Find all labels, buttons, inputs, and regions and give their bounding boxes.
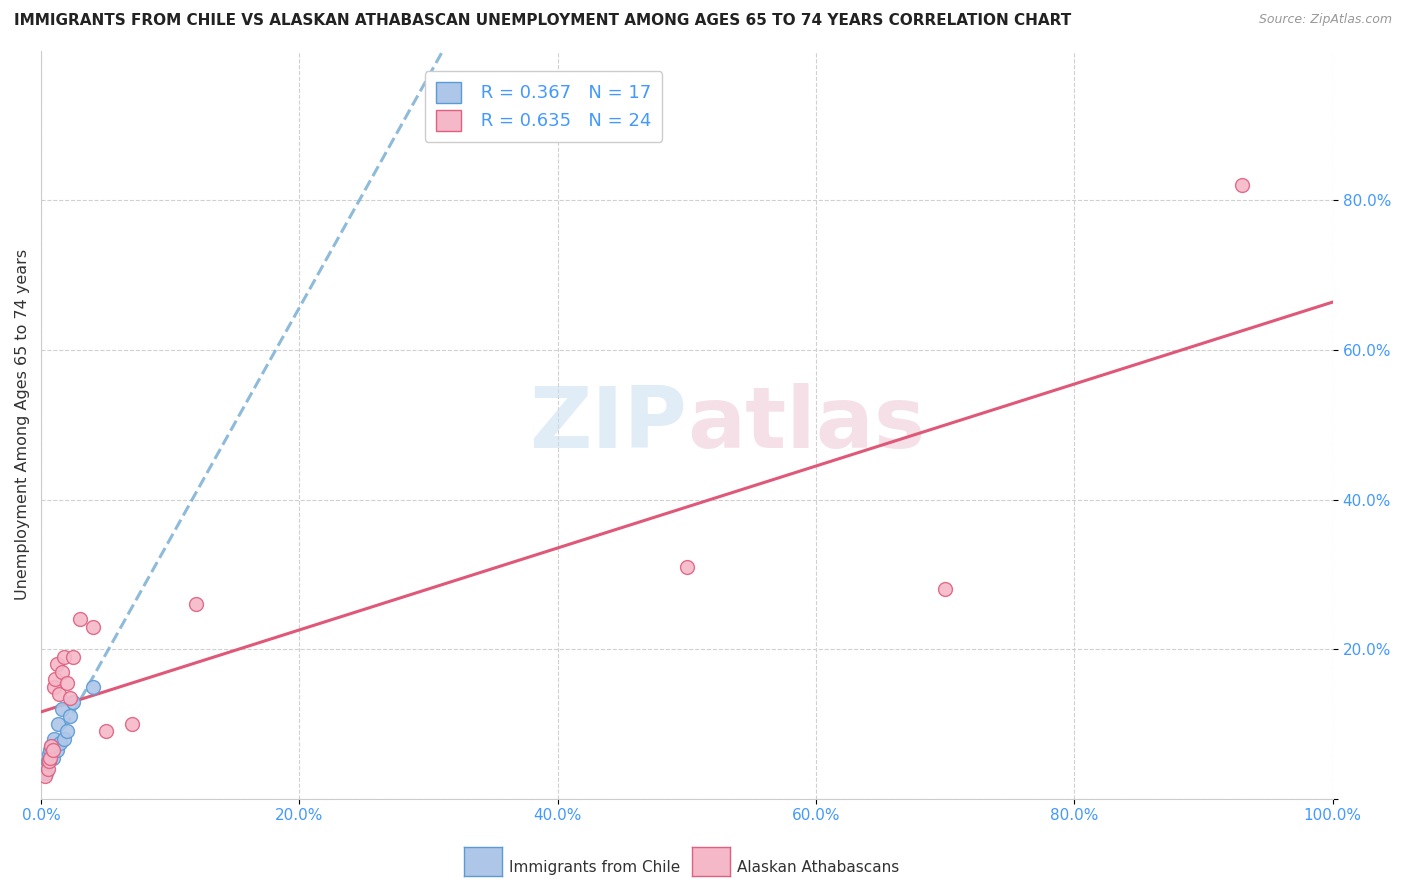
Point: [53, 649, 76, 664]
Point: [44, 672, 66, 686]
Point: [184, 597, 207, 611]
Point: [46, 717, 69, 731]
Point: [676, 559, 699, 574]
Point: [62, 649, 84, 664]
Point: [42, 680, 65, 694]
Point: [82, 680, 104, 694]
Point: [49, 736, 72, 750]
Y-axis label: Unemployment Among Ages 65 to 74 years: Unemployment Among Ages 65 to 74 years: [15, 249, 30, 600]
Point: [41, 739, 63, 754]
Point: [56, 675, 79, 690]
Point: [45, 657, 67, 672]
Point: [53, 731, 76, 746]
Point: [38, 747, 60, 761]
Point: [58, 709, 80, 723]
Point: [41, 739, 63, 754]
Point: [39, 743, 62, 757]
Text: IMMIGRANTS FROM CHILE VS ALASKAN ATHABASCAN UNEMPLOYMENT AMONG AGES 65 TO 74 YEA: IMMIGRANTS FROM CHILE VS ALASKAN ATHABAS…: [14, 13, 1071, 29]
Point: [51, 665, 73, 679]
Point: [934, 582, 956, 597]
Point: [121, 717, 143, 731]
Point: [45, 743, 67, 757]
Point: [48, 687, 70, 701]
Legend:  R = 0.367   N = 17,  R = 0.635   N = 24: R = 0.367 N = 17, R = 0.635 N = 24: [425, 71, 662, 142]
Text: Source: ZipAtlas.com: Source: ZipAtlas.com: [1258, 13, 1392, 27]
Point: [42, 743, 65, 757]
Point: [42, 750, 65, 764]
Point: [35, 765, 58, 780]
Point: [58, 690, 80, 705]
Text: Alaskan Athabascans: Alaskan Athabascans: [737, 861, 898, 875]
Point: [38, 755, 60, 769]
Point: [37, 762, 59, 776]
Text: atlas: atlas: [688, 384, 925, 467]
Text: ZIP: ZIP: [529, 384, 688, 467]
Point: [51, 702, 73, 716]
Point: [39, 750, 62, 764]
Point: [62, 694, 84, 708]
Point: [69, 612, 91, 626]
Point: [42, 731, 65, 746]
Point: [56, 724, 79, 739]
Point: [82, 620, 104, 634]
Point: [37, 755, 59, 769]
Text: Immigrants from Chile: Immigrants from Chile: [509, 861, 681, 875]
Point: [34, 762, 56, 776]
Point: [94, 724, 117, 739]
Point: [1232, 178, 1254, 193]
Point: [34, 769, 56, 783]
